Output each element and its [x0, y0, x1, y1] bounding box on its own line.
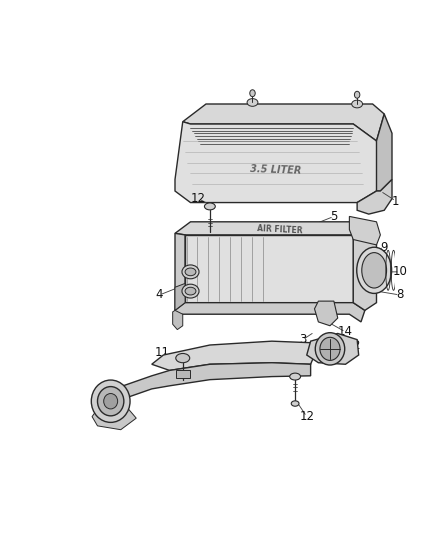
- Polygon shape: [349, 216, 379, 245]
- Text: 9: 9: [380, 241, 387, 254]
- Text: 3: 3: [299, 333, 306, 346]
- Text: 12: 12: [299, 410, 314, 423]
- Ellipse shape: [314, 333, 344, 365]
- Ellipse shape: [175, 353, 189, 363]
- Text: 4: 4: [155, 288, 163, 302]
- Ellipse shape: [351, 100, 362, 108]
- Polygon shape: [152, 341, 314, 370]
- Ellipse shape: [289, 373, 300, 380]
- Polygon shape: [175, 284, 185, 310]
- Ellipse shape: [185, 287, 195, 295]
- Polygon shape: [92, 403, 136, 430]
- Polygon shape: [353, 233, 376, 310]
- Ellipse shape: [319, 337, 339, 360]
- Polygon shape: [113, 363, 310, 409]
- Ellipse shape: [247, 99, 258, 106]
- Polygon shape: [376, 114, 391, 191]
- Ellipse shape: [97, 386, 124, 416]
- Polygon shape: [175, 122, 379, 203]
- Text: 8: 8: [395, 288, 403, 302]
- Ellipse shape: [103, 393, 117, 409]
- Text: AIR FILTER: AIR FILTER: [256, 224, 302, 235]
- Ellipse shape: [249, 90, 254, 96]
- Ellipse shape: [353, 91, 359, 98]
- Ellipse shape: [91, 380, 130, 422]
- Polygon shape: [175, 303, 364, 322]
- Text: 1: 1: [391, 195, 399, 207]
- Ellipse shape: [290, 401, 298, 406]
- Text: 12: 12: [191, 192, 205, 205]
- Ellipse shape: [356, 247, 391, 294]
- Ellipse shape: [185, 268, 195, 276]
- Ellipse shape: [182, 284, 198, 298]
- Text: 11: 11: [154, 346, 169, 359]
- Ellipse shape: [182, 265, 198, 279]
- Text: 2: 2: [351, 338, 359, 351]
- Text: 3.5 LITER: 3.5 LITER: [249, 164, 301, 176]
- Text: 14: 14: [337, 326, 352, 338]
- Text: 10: 10: [392, 265, 406, 278]
- Polygon shape: [306, 334, 358, 364]
- Polygon shape: [182, 104, 383, 141]
- Polygon shape: [314, 301, 337, 326]
- Polygon shape: [172, 310, 182, 329]
- Text: 7: 7: [225, 346, 233, 359]
- Polygon shape: [185, 235, 353, 303]
- Polygon shape: [175, 233, 185, 310]
- Ellipse shape: [361, 253, 386, 288]
- Ellipse shape: [204, 203, 215, 210]
- Polygon shape: [401, 247, 424, 294]
- Polygon shape: [356, 180, 391, 214]
- Polygon shape: [175, 370, 189, 378]
- Polygon shape: [175, 222, 372, 245]
- Text: 5: 5: [329, 210, 337, 223]
